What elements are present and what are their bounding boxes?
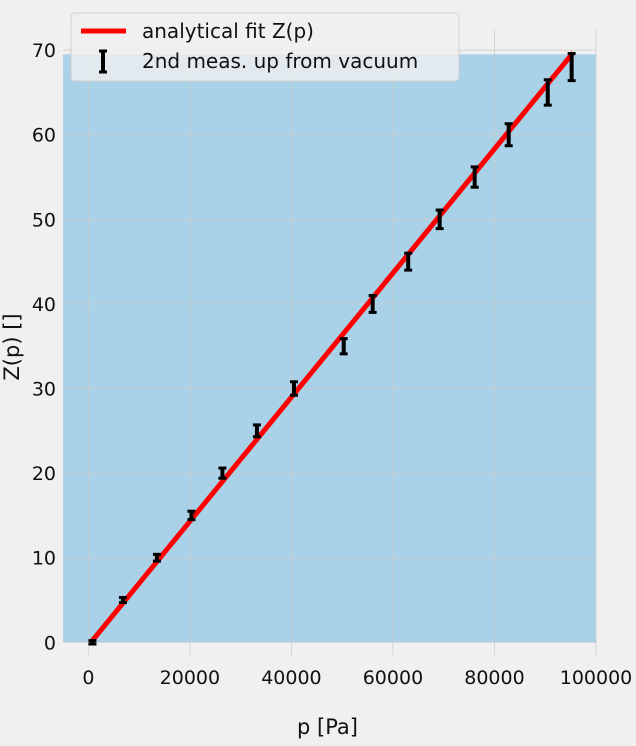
- x-tick-label: 60000: [363, 667, 423, 689]
- x-tick-label: 0: [82, 667, 94, 689]
- legend: analytical fit Z(p) 2nd meas. up from vac…: [71, 13, 459, 81]
- legend-label-fit: analytical fit Z(p): [142, 19, 314, 43]
- y-tick-labels: 0 10 20 30 40 50 60 70: [32, 40, 56, 654]
- legend-label-measurement: 2nd meas. up from vacuum: [142, 49, 418, 73]
- y-tick-label: 40: [32, 294, 56, 316]
- x-axis-label: p [Pa]: [297, 715, 358, 739]
- y-tick-label: 0: [44, 632, 56, 654]
- x-tick-label: 80000: [464, 667, 524, 689]
- y-axis-label: Z(p) []: [0, 313, 24, 380]
- x-tick-label: 40000: [261, 667, 321, 689]
- x-tick-labels: 0 20000 40000 60000 80000 100000: [82, 667, 632, 689]
- y-tick-label: 30: [32, 379, 56, 401]
- y-tick-label: 10: [32, 548, 56, 570]
- x-tick-label: 20000: [160, 667, 220, 689]
- x-tick-label: 100000: [560, 667, 633, 689]
- y-tick-label: 60: [32, 125, 56, 147]
- y-tick-label: 20: [32, 463, 56, 485]
- y-tick-label: 50: [32, 209, 56, 231]
- y-tick-label: 70: [32, 40, 56, 62]
